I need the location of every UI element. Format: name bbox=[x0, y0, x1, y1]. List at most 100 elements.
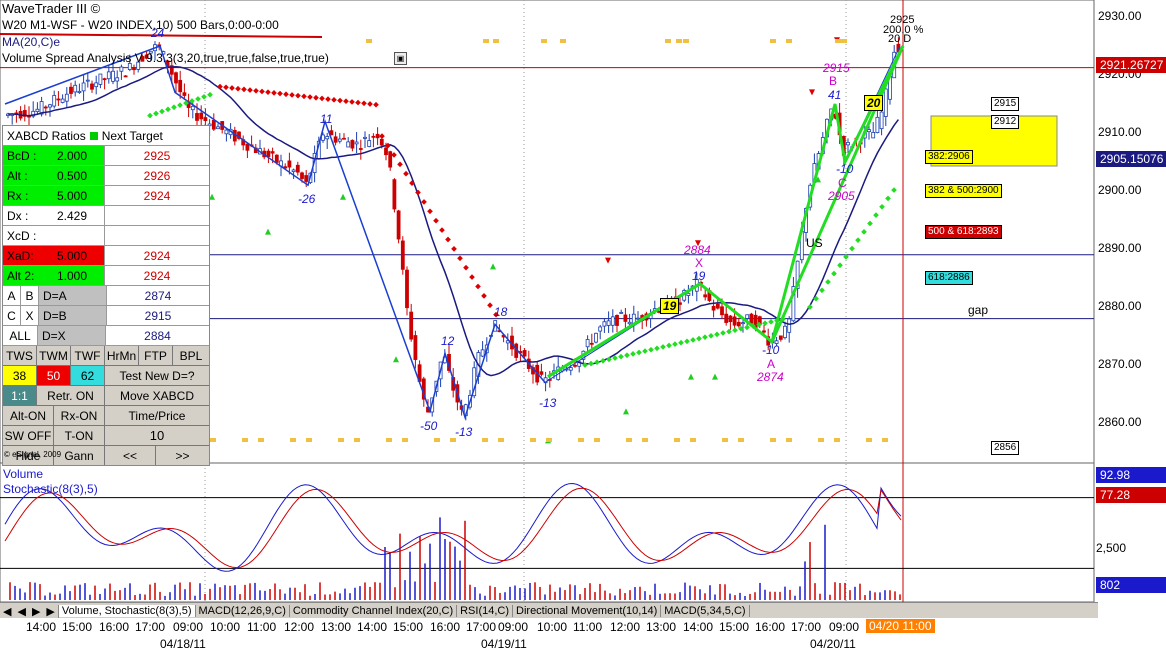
buy-signal-icon bbox=[623, 408, 629, 415]
tab-list: Volume, Stochastic(8(3),5) MACD(12,26,9,C… bbox=[58, 605, 750, 617]
candle-body bbox=[703, 294, 708, 298]
candle-body bbox=[224, 129, 229, 135]
point-b-letter: B bbox=[829, 74, 838, 88]
vsa-marker bbox=[834, 438, 840, 442]
time-tick-label: 13:00 bbox=[646, 620, 677, 634]
ratio-cell[interactable]: XcD : bbox=[3, 226, 105, 245]
map-point-a[interactable]: A bbox=[3, 286, 21, 305]
map-point-a[interactable]: C bbox=[3, 306, 21, 325]
ratio-label: XcD : bbox=[7, 228, 37, 243]
twm-value[interactable]: 50 bbox=[37, 366, 71, 385]
support-dot bbox=[582, 362, 588, 368]
ratio-value: 2.000 bbox=[57, 148, 88, 163]
map-point-b[interactable]: B bbox=[21, 286, 39, 305]
rx-on-button[interactable]: Rx-ON bbox=[54, 406, 105, 425]
tab-study[interactable]: MACD(12,26,9,C) bbox=[196, 605, 290, 617]
time-tick-label: 16:00 bbox=[99, 620, 130, 634]
retr-on-button[interactable]: Retr. ON bbox=[37, 386, 105, 405]
ratio-cell[interactable]: Alt 2: 1.000 bbox=[3, 266, 105, 285]
top-pct-label: 200.0 % bbox=[883, 24, 924, 36]
candle-body bbox=[867, 129, 871, 133]
candle-body bbox=[741, 322, 745, 325]
move-xabcd-button[interactable]: Move XABCD bbox=[105, 386, 209, 405]
tab-study[interactable]: Volume, Stochastic(8(3),5) bbox=[58, 605, 196, 617]
toolbar-button-tws[interactable]: TWS bbox=[3, 346, 37, 365]
candle-body bbox=[367, 140, 372, 147]
map-equation[interactable]: D=B bbox=[39, 306, 107, 325]
test-new-d-button[interactable]: Test New D=? bbox=[105, 366, 209, 385]
toolbar-button-bpl[interactable]: BPL bbox=[173, 346, 209, 365]
twf-value[interactable]: 62 bbox=[71, 366, 105, 385]
vsa-marker bbox=[665, 39, 671, 43]
time-tick-label: 14:00 bbox=[683, 620, 714, 634]
toolbar-button-twm[interactable]: TWM bbox=[37, 346, 71, 365]
support-dot bbox=[819, 287, 825, 294]
support-dot bbox=[750, 323, 756, 329]
hide-button[interactable]: Hide bbox=[3, 446, 54, 465]
support-dot bbox=[702, 334, 708, 340]
candle-body bbox=[598, 326, 603, 332]
resistance-dot bbox=[247, 87, 253, 93]
wave-x-count: 19 bbox=[692, 269, 706, 283]
vsa-marker bbox=[258, 438, 264, 442]
count-field[interactable]: 10 bbox=[105, 426, 209, 445]
ratio-618-box: 618:2886 bbox=[925, 271, 973, 285]
support-dot bbox=[684, 338, 690, 345]
next-target-title: Next Target bbox=[101, 128, 163, 143]
ratio-cell[interactable]: Alt : 0.500 bbox=[3, 166, 105, 185]
tab-scroll-last-icon[interactable]: ▶ bbox=[43, 604, 59, 618]
ratio-cell[interactable]: Dx : 2.429 bbox=[3, 206, 105, 225]
resistance-dot bbox=[463, 264, 469, 271]
toolbar-button-twf[interactable]: TWF bbox=[71, 346, 105, 365]
buy-signal-icon bbox=[340, 193, 346, 200]
candle-body bbox=[778, 335, 783, 340]
candle-body bbox=[81, 82, 86, 92]
candle-body bbox=[724, 313, 729, 323]
ratio-cell[interactable]: Rx : 5.000 bbox=[3, 186, 105, 205]
tab-study[interactable]: Commodity Channel Index(20,C) bbox=[290, 605, 458, 617]
ratio-cell[interactable]: BcD : 2.000 bbox=[3, 146, 105, 165]
ratio-label: Alt : bbox=[7, 168, 28, 183]
t-on-button[interactable]: T-ON bbox=[54, 426, 105, 445]
tab-scroll-first-icon[interactable]: ◀ bbox=[3, 605, 12, 618]
tws-value[interactable]: 38 bbox=[3, 366, 37, 385]
toolbar-button-hrmn[interactable]: HrMn bbox=[105, 346, 139, 365]
vsa-marker bbox=[354, 438, 360, 442]
map-equation[interactable]: D=A bbox=[39, 286, 107, 305]
price-tick-label: 2890.00 bbox=[1098, 241, 1142, 255]
time-tick-label: 14:00 bbox=[26, 620, 57, 634]
candle-body bbox=[35, 108, 40, 112]
candle-body bbox=[295, 164, 300, 173]
price-tick-label: 2910.00 bbox=[1098, 125, 1142, 139]
tab-study[interactable]: RSI(14,C) bbox=[457, 605, 514, 617]
gann-button[interactable]: Gann bbox=[54, 446, 105, 465]
ratio-cell[interactable]: XaD: 5.000 bbox=[3, 246, 105, 265]
tab-study[interactable]: MACD(5,34,5,C) bbox=[661, 605, 750, 617]
lock-icon[interactable]: ▣ bbox=[394, 52, 407, 65]
vsa-marker bbox=[482, 438, 488, 442]
candle-body bbox=[783, 325, 787, 339]
resistance-dot bbox=[403, 170, 409, 177]
toolbar-row-3: 1:1 Retr. ON Move XABCD bbox=[3, 386, 209, 406]
toolbar-button-ftp[interactable]: FTP bbox=[139, 346, 173, 365]
next-button[interactable]: >> bbox=[156, 446, 209, 465]
map-point-b[interactable]: X bbox=[21, 306, 39, 325]
vsa-marker bbox=[338, 438, 344, 442]
time-tick-label: 13:00 bbox=[321, 620, 352, 634]
alt-on-button[interactable]: Alt-ON bbox=[3, 406, 54, 425]
buy-signal-icon bbox=[265, 228, 271, 235]
wave-count-label: -13 bbox=[455, 425, 473, 439]
ratio-button[interactable]: 1:1 bbox=[3, 386, 37, 405]
prev-button[interactable]: << bbox=[105, 446, 156, 465]
price-tick-label: 2870.00 bbox=[1098, 357, 1142, 371]
tab-scroll-next-icon[interactable]: ▶ bbox=[31, 605, 41, 618]
sw-off-button[interactable]: SW OFF bbox=[3, 426, 54, 445]
tab-study[interactable]: Directional Movement(10,14) bbox=[513, 605, 662, 617]
map-equation[interactable]: D=X bbox=[38, 326, 106, 345]
ratio-row: Alt : 0.500 2926 bbox=[3, 166, 209, 186]
time-price-button[interactable]: Time/Price bbox=[105, 406, 209, 425]
candle-body bbox=[245, 143, 250, 151]
candle-body bbox=[178, 79, 183, 93]
map-point-a[interactable]: ALL bbox=[3, 326, 38, 345]
tab-scroll-prev-icon[interactable]: ◀ bbox=[17, 605, 26, 618]
